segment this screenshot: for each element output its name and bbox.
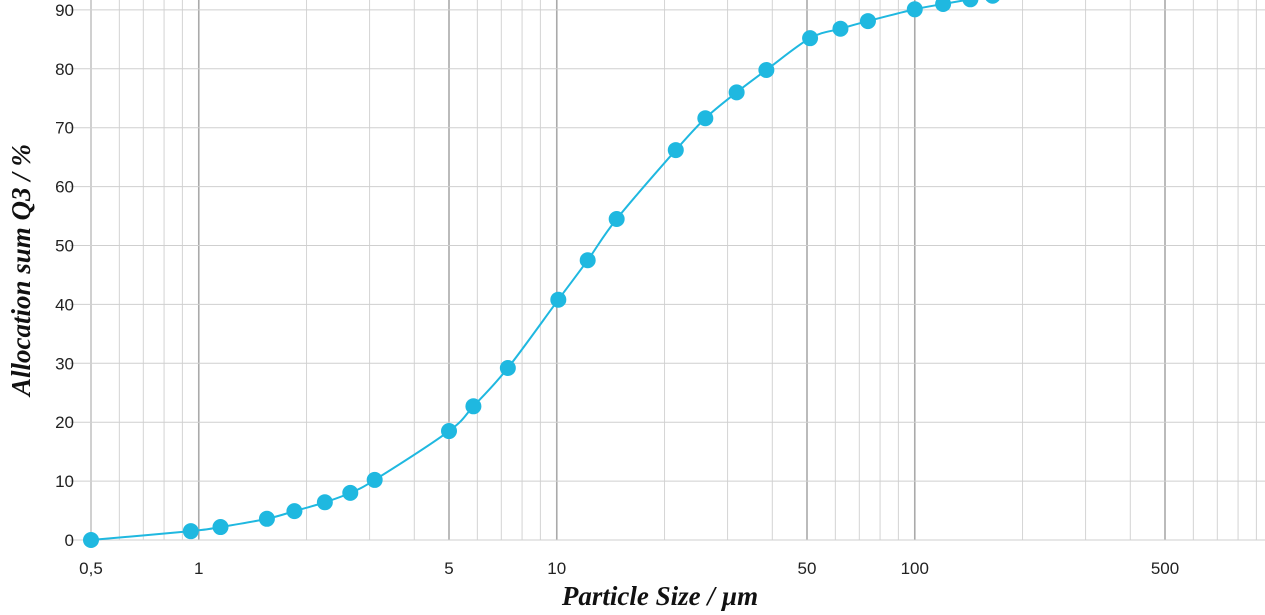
- data-point: [366, 471, 383, 488]
- x-tick-label: 100: [901, 559, 929, 578]
- data-point: [579, 252, 596, 269]
- data-point: [962, 0, 979, 8]
- tick-labels: 0,5 1 5 10 50 100 500 0 10 20 30 40 50 60 70 80 90: [55, 1, 1179, 578]
- x-tick-label: 0,5: [79, 559, 103, 578]
- data-point: [83, 532, 99, 548]
- y-tick-label: 80: [55, 60, 74, 79]
- y-tick-label: 90: [55, 1, 74, 20]
- y-tick-label: 60: [55, 178, 74, 197]
- grid: [70, 0, 1265, 541]
- y-tick-label: 40: [55, 295, 74, 314]
- y-tick-label: 0: [65, 531, 74, 550]
- y-tick-label: 10: [55, 472, 74, 491]
- data-point: [441, 423, 457, 440]
- data-point: [342, 484, 359, 501]
- data-point: [667, 142, 684, 159]
- x-tick-label: 50: [798, 559, 817, 578]
- data-point: [286, 503, 303, 520]
- data-point: [985, 0, 1000, 4]
- data-point: [859, 13, 876, 30]
- data-point: [832, 20, 849, 37]
- data-point: [550, 291, 567, 308]
- data-point: [935, 0, 952, 13]
- data-point: [316, 494, 333, 511]
- data-point: [182, 523, 199, 540]
- data-point: [258, 510, 275, 527]
- x-tick-label: 1: [194, 559, 203, 578]
- data-point: [906, 1, 923, 18]
- data-point: [608, 210, 625, 227]
- data-point: [499, 360, 516, 377]
- data-point: [465, 398, 482, 415]
- data-point: [697, 110, 714, 127]
- data-point: [758, 61, 775, 78]
- series-line: [90, 0, 973, 541]
- series: [83, 0, 1000, 548]
- y-tick-label: 50: [55, 237, 74, 256]
- x-tick-label: 5: [444, 559, 453, 578]
- y-tick-label: 20: [55, 413, 74, 432]
- x-axis-title: Particle Size / µm: [561, 581, 758, 611]
- y-axis-title: Allocation sum Q3 / %: [6, 144, 36, 398]
- x-tick-label: 500: [1151, 559, 1179, 578]
- data-point: [212, 519, 229, 536]
- y-tick-label: 30: [55, 354, 74, 373]
- data-point: [728, 84, 745, 101]
- data-point: [802, 30, 819, 47]
- y-tick-label: 70: [55, 119, 74, 138]
- x-tick-label: 10: [547, 559, 566, 578]
